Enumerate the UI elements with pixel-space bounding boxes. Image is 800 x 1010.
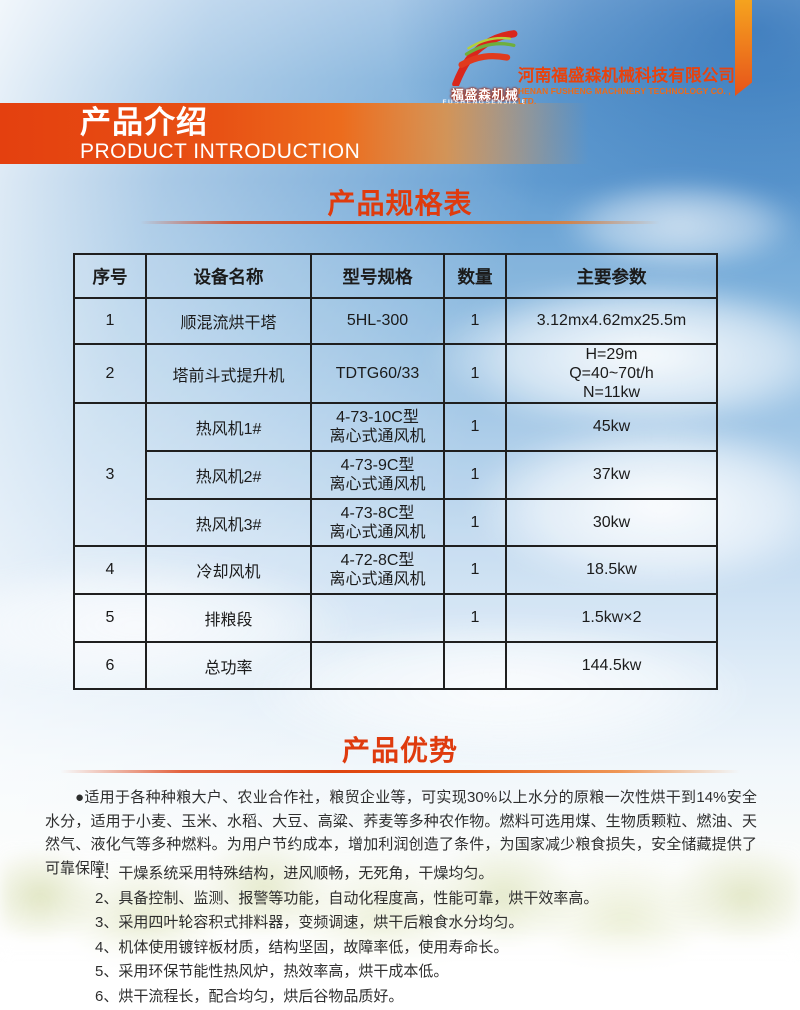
cell-name: 热风机3#	[145, 498, 312, 547]
cell-qty: 1	[443, 450, 507, 500]
col-header-qty: 数量	[443, 253, 507, 299]
table-row: 1 顺混流烘干塔 5HL-300 1 3.12mx4.62mx25.5m	[73, 297, 718, 345]
advantage-item: 2、具备控制、监测、报警等功能，自动化程度高，性能可靠，烘干效率高。	[95, 889, 599, 907]
table-row: 3 热风机1# 4-73-10C型 离心式通风机 1 45kw	[73, 402, 718, 547]
cell-qty: 1	[443, 402, 507, 452]
advantage-item: 4、机体使用镀锌板材质，结构坚固，故障率低，使用寿命长。	[95, 938, 509, 956]
cell-name: 冷却风机	[145, 545, 312, 595]
cell-qty: 1	[443, 297, 507, 345]
table-row: 5 排粮段 1 1.5kw×2	[73, 593, 718, 643]
table-row: 热风机2# 4-73-9C型 离心式通风机 1 37kw	[74, 450, 718, 500]
cell-qty	[443, 641, 507, 690]
col-header-model: 型号规格	[310, 253, 445, 299]
cell-qty: 1	[443, 343, 507, 404]
cell-qty: 1	[443, 498, 507, 547]
cell-params: 37kw	[505, 450, 718, 500]
cell-model	[310, 593, 445, 643]
col-header-name: 设备名称	[145, 253, 312, 299]
cell-model: 4-73-10C型 离心式通风机	[310, 402, 445, 452]
spec-title-underline	[140, 221, 660, 224]
table-row: 4 冷却风机 4-72-8C型 离心式通风机 1 18.5kw	[73, 545, 718, 595]
cell-qty: 1	[443, 545, 507, 595]
cell-no: 1	[73, 297, 147, 345]
cell-no: 6	[73, 641, 147, 690]
cell-qty: 1	[443, 593, 507, 643]
cell-no: 3	[73, 402, 147, 547]
cell-name: 塔前斗式提升机	[145, 343, 312, 404]
spec-section-title: 产品规格表	[327, 188, 473, 219]
cell-name: 热风机1#	[145, 402, 312, 452]
cell-params: 30kw	[505, 498, 718, 547]
banner-title-en: PRODUCT INTRODUCTION	[80, 140, 361, 163]
company-logo-icon	[452, 30, 518, 86]
col-header-no: 序号	[73, 253, 147, 299]
cell-name: 顺混流烘干塔	[145, 297, 312, 345]
section-banner: 产品介绍 PRODUCT INTRODUCTION	[0, 103, 620, 164]
advantage-item: 5、采用环保节能性热风炉，热效率高，烘干成本低。	[95, 963, 449, 981]
cell-no: 4	[73, 545, 147, 595]
advantage-list: 1、干燥系统采用特殊结构，进风顺畅，无死角，干燥均匀。 2、具备控制、监测、报警…	[95, 862, 755, 1010]
spec-table: 序号 设备名称 型号规格 数量 主要参数 1 顺混流烘干塔 5HL-300 1 …	[73, 253, 718, 690]
cell-params: 1.5kw×2	[505, 593, 718, 643]
advantage-intro-paragraph: ●适用于各种种粮大户、农业合作社，粮贸企业等，可实现30%以上水分的原粮一次性烘…	[45, 789, 757, 877]
cell-model: 5HL-300	[310, 297, 445, 345]
cell-params: 45kw	[505, 402, 718, 452]
table-row: 2 塔前斗式提升机 TDTG60/33 1 H=29m Q=40~70t/h N…	[73, 343, 718, 404]
cell-model: 4-73-8C型 离心式通风机	[310, 498, 445, 547]
company-name-en: HENAN FUSHENG MACHINERY TECHNOLOGY CO. ,…	[518, 86, 731, 106]
col-header-params: 主要参数	[505, 253, 718, 299]
logo-brand-cn: 福盛森机械	[451, 88, 519, 102]
cell-params: 144.5kw	[505, 641, 718, 690]
cell-params: 18.5kw	[505, 545, 718, 595]
advantage-item: 3、采用四叶轮容积式排料器，变频调速，烘干后粮食水分均匀。	[95, 914, 524, 932]
banner-title-cn: 产品介绍	[80, 105, 208, 140]
advantage-title-underline	[60, 770, 740, 773]
advantage-item: 6、烘干流程长，配合均匀，烘后谷物品质好。	[95, 987, 404, 1005]
cell-name: 总功率	[145, 641, 312, 690]
cell-params: 3.12mx4.62mx25.5m	[505, 297, 718, 345]
cell-model: 4-72-8C型 离心式通风机	[310, 545, 445, 595]
cell-name: 排粮段	[145, 593, 312, 643]
logo-brand-en: FUSHENGSENJIXIE	[425, 99, 545, 106]
cell-name: 热风机2#	[145, 450, 312, 500]
advantage-item: 1、干燥系统采用特殊结构，进风顺畅，无死角，干燥均匀。	[95, 865, 494, 882]
table-row: 热风机3# 4-73-8C型 离心式通风机 1 30kw	[74, 498, 718, 547]
cell-no: 2	[73, 343, 147, 404]
corner-ribbon-decoration	[735, 0, 752, 96]
cell-model: 4-73-9C型 离心式通风机	[310, 450, 445, 500]
cell-model	[310, 641, 445, 690]
advantage-section-title: 产品优势	[341, 735, 458, 766]
cell-model: TDTG60/33	[310, 343, 445, 404]
table-row: 6 总功率 144.5kw	[73, 641, 718, 690]
cell-params: H=29m Q=40~70t/h N=11kw	[505, 343, 718, 404]
company-name-cn: 河南福盛森机械科技有限公司	[518, 67, 736, 85]
cell-no: 5	[73, 593, 147, 643]
table-header-row: 序号 设备名称 型号规格 数量 主要参数	[73, 253, 718, 299]
